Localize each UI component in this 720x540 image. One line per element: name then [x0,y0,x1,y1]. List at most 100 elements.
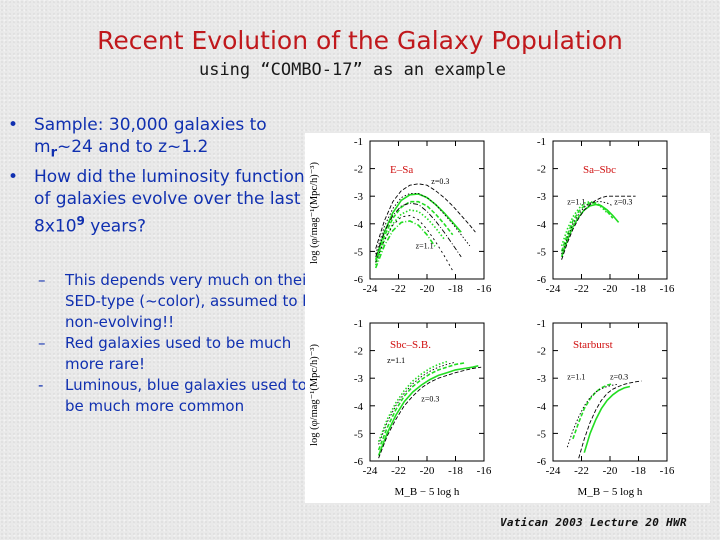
plot-frame [552,140,668,280]
y-tick-label: -6 [537,274,547,286]
bullet-item: • Sample: 30,000 galaxies to mr~24 and to… [8,114,308,164]
x-tick-label: -16 [660,465,675,477]
sub-bullet-text: This depends very much on their SED-type… [65,271,322,331]
y-tick-label: -3 [354,191,364,203]
x-tick-label: -24 [363,283,378,295]
sub-bullet-marker: – [38,271,46,289]
luminosity-function-figure: E–Sa z=0.3 z=1.1 -1 -2 -3 -4 -5 -6 -24 -22 -20 -18 -1… [305,133,710,503]
y-tick-label: -4 [354,401,364,413]
series-line [560,202,614,252]
series-line [374,200,454,263]
plot-frame [369,322,485,462]
chart-subplot: Sa–Sbc z=1.1 z=0.3 -1 -2 -3 -4 -5 -6-24 -22 -20 -18… [537,136,675,295]
series-group [566,380,642,459]
y-axis-label: log (φ/mag⁻¹(Mpc/h)⁻³) [309,344,320,446]
x-tick-label: -20 [420,283,435,295]
series-line [561,195,636,260]
series-line [378,361,456,445]
x-tick-label: -16 [660,283,675,295]
series-line [377,360,448,442]
panel-label: Sa–Sbc [583,164,616,176]
sub-bullet-text: Red galaxies used to be much more rare! [65,334,292,373]
x-tick-label: -24 [363,465,378,477]
series-line [377,365,479,456]
z-annotation: z=0.3 [431,177,449,186]
series-line [375,215,454,271]
bullet-item: • How did the luminosity function of gala… [8,166,308,238]
y-tick-label: -2 [354,164,363,176]
y-tick-label: -3 [537,373,547,385]
series-line [374,220,437,269]
plot-frame [369,140,485,280]
y-tick-label: -5 [537,246,547,258]
y-tick-label: -5 [354,428,364,440]
y-tick-label: -1 [537,318,546,330]
chart-subplot: E–Sa z=0.3 z=1.1 -1 -2 -3 -4 -5 -6-24 -22 -20 -18 -1… [354,136,492,295]
z-annotation: z=1.1 [567,373,585,382]
y-tick-label: -6 [537,456,547,468]
sub-bullet-item: – This depends very much on their SED-typ… [38,270,328,333]
series-line [374,209,445,266]
series-line [378,366,482,459]
y-tick-label: -3 [537,191,547,203]
series-line [374,193,462,260]
z-annotation: z=0.3 [421,395,439,404]
x-tick-label: -18 [631,465,646,477]
y-tick-label: -2 [537,346,546,358]
x-tick-label: -20 [603,465,618,477]
y-tick-label: -4 [354,219,364,231]
x-tick-label: -18 [448,465,463,477]
y-tick-label: -2 [354,346,363,358]
series-line [375,183,476,249]
panel-label: Starburst [573,339,613,351]
series-line [561,201,614,255]
x-tick-label: -22 [391,465,406,477]
x-tick-label: -24 [546,465,561,477]
bullet-superscript: 9 [76,214,85,229]
bullet-text: years? [84,217,147,238]
z-annotation: z=0.3 [614,197,632,206]
y-tick-label: -4 [537,219,547,231]
series-group [374,183,476,271]
y-tick-label: -1 [354,318,363,330]
panel-label: E–Sa [390,164,413,176]
bullet-text: Sample: 30,000 galaxies to m [34,115,267,157]
y-tick-label: -5 [354,246,364,258]
x-tick-label: -16 [477,465,492,477]
panel-label: Sbc–S.B. [390,339,431,351]
sub-bullet-item: – Red galaxies used to be much more rare! [38,333,328,375]
bullet-dot: • [8,115,19,135]
z-annotation: z=1.1 [387,356,405,365]
series-line [560,203,620,258]
x-tick-label: -24 [546,283,561,295]
series-line [560,200,608,247]
x-tick-label: -18 [448,283,463,295]
x-tick-label: -18 [631,283,646,295]
x-tick-label: -20 [603,283,618,295]
bullet-text: How did the luminosity function of galax… [34,167,305,238]
footer-credit: Vatican 2003 Lecture 20 HWR [500,516,687,529]
series-line [583,385,631,453]
series-group [377,360,482,459]
series-line [578,380,642,459]
bullet-text: ~24 and to z~1.2 [56,137,209,157]
chart-subplot: Starburst z=1.1 z=0.3 -1 -2 -3 -4 -5 -6-24 -22 -20… [537,318,675,477]
bullet-list: • Sample: 30,000 galaxies to mr~24 and to… [8,114,308,240]
y-tick-label: -2 [537,164,546,176]
series-line [566,383,619,448]
z-annotation: z=1.1 [416,242,434,251]
y-tick-label: -1 [354,136,363,148]
chart-subplot: Sbc–S.B. z=1.1 z=0.3 -1 -2 -3 -4 -5 -6-24 -22 -20 -… [354,318,492,477]
x-axis-label: M_B − 5 log h [395,486,460,498]
z-annotation: z=1.1 [567,197,585,206]
x-tick-label: -22 [391,283,406,295]
slide-subtitle: using “COMBO-17” as an example [198,60,507,80]
series-group [560,195,636,260]
z-annotation: z=0.3 [610,373,628,382]
x-tick-label: -22 [574,465,589,477]
x-tick-label: -16 [477,283,492,295]
series-line [572,382,613,440]
series-line [377,362,465,451]
slide-title: Recent Evolution of the Galaxy Populatio… [97,26,623,55]
bullet-subscript: r [50,145,57,161]
